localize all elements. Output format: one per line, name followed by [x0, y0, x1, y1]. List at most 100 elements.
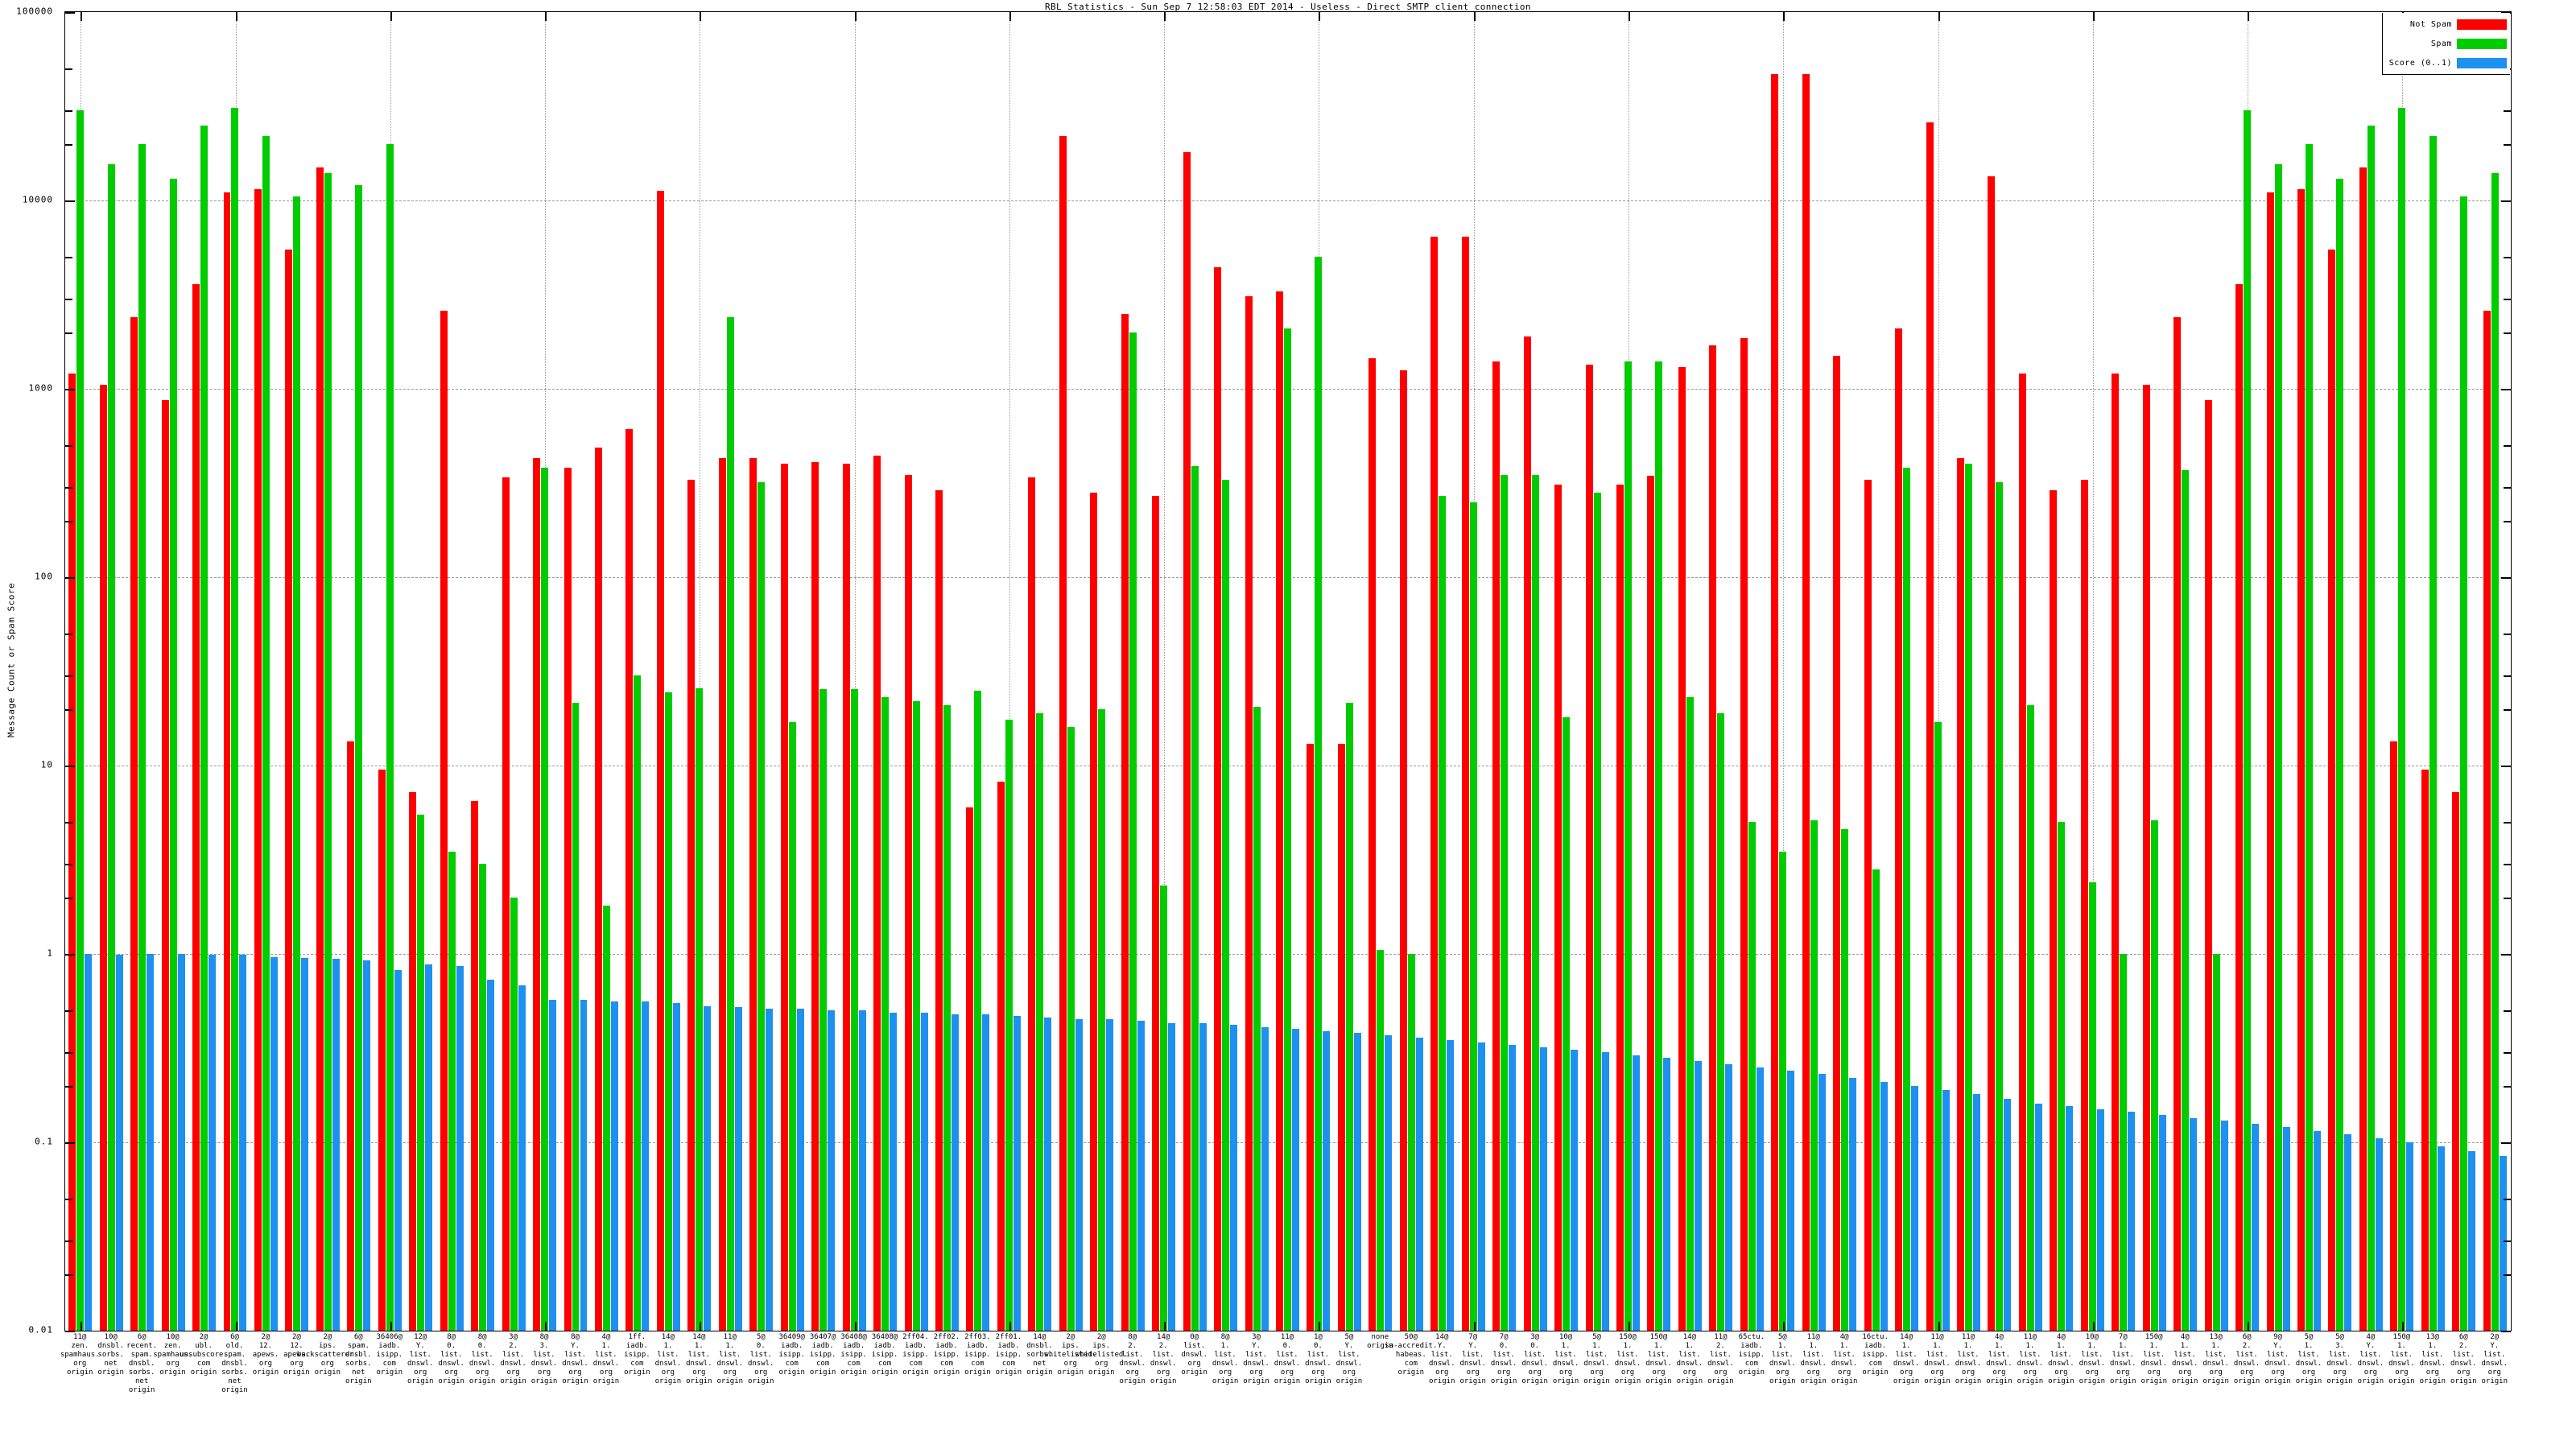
bar-score[interactable]: [85, 954, 93, 1331]
bar-score[interactable]: [2128, 1112, 2136, 1331]
bar-group[interactable]: [2421, 12, 2446, 1331]
bar-score[interactable]: [982, 1013, 990, 1331]
bar-score[interactable]: [1199, 1022, 1207, 1331]
bar-score[interactable]: [1663, 1058, 1671, 1331]
bar-score[interactable]: [734, 1007, 742, 1331]
bar-not-spam[interactable]: [1585, 364, 1593, 1331]
bar-not-spam[interactable]: [130, 317, 138, 1331]
bar-not-spam[interactable]: [1276, 291, 1283, 1331]
bar-spam[interactable]: [1624, 361, 1632, 1331]
bar-spam[interactable]: [1067, 727, 1075, 1331]
bar-group[interactable]: [2452, 12, 2476, 1331]
bar-spam[interactable]: [1407, 954, 1415, 1331]
bar-group[interactable]: [2297, 12, 2322, 1331]
bar-not-spam[interactable]: [904, 474, 912, 1331]
bar-spam[interactable]: [2367, 125, 2375, 1331]
bar-spam[interactable]: [76, 110, 85, 1331]
bar-score[interactable]: [2282, 1127, 2290, 1331]
bar-not-spam[interactable]: [1616, 485, 1624, 1331]
bar-group[interactable]: [2174, 12, 2198, 1331]
bar-group[interactable]: [1214, 12, 1238, 1331]
bar-group[interactable]: [2235, 12, 2260, 1331]
bar-score[interactable]: [1044, 1017, 1052, 1331]
bar-not-spam[interactable]: [2359, 167, 2367, 1331]
bar-score[interactable]: [1694, 1061, 1702, 1331]
bar-score[interactable]: [642, 1001, 650, 1331]
bar-not-spam[interactable]: [223, 192, 231, 1331]
bar-score[interactable]: [1756, 1067, 1764, 1331]
bar-score[interactable]: [858, 1010, 866, 1331]
bar-group[interactable]: [2266, 12, 2291, 1331]
bar-score[interactable]: [1911, 1085, 1919, 1331]
bar-spam[interactable]: [1469, 502, 1477, 1331]
bar-score[interactable]: [1353, 1033, 1361, 1331]
bar-not-spam[interactable]: [1337, 744, 1345, 1331]
bar-not-spam[interactable]: [1090, 493, 1098, 1331]
bar-spam[interactable]: [943, 704, 951, 1331]
bar-spam[interactable]: [1160, 886, 1168, 1331]
bar-spam[interactable]: [479, 864, 487, 1331]
bar-group[interactable]: [842, 12, 867, 1331]
bar-spam[interactable]: [1501, 474, 1509, 1331]
bar-group[interactable]: [1183, 12, 1208, 1331]
bar-score[interactable]: [1415, 1037, 1423, 1331]
bar-score[interactable]: [1447, 1039, 1455, 1331]
bar-spam[interactable]: [2058, 822, 2066, 1331]
bar-spam[interactable]: [355, 185, 363, 1331]
bar-score[interactable]: [301, 958, 309, 1331]
bar-group[interactable]: [1647, 12, 1671, 1331]
bar-score[interactable]: [2034, 1104, 2042, 1331]
bar-not-spam[interactable]: [2483, 310, 2491, 1331]
bar-group[interactable]: [1802, 12, 1827, 1331]
bar-score[interactable]: [1323, 1030, 1331, 1331]
bar-group[interactable]: [656, 12, 681, 1331]
bar-score[interactable]: [2190, 1117, 2198, 1331]
bar-score[interactable]: [239, 955, 247, 1331]
bar-spam[interactable]: [912, 700, 920, 1331]
bar-score[interactable]: [425, 964, 433, 1331]
bar-group[interactable]: [811, 12, 836, 1331]
bar-not-spam[interactable]: [409, 792, 417, 1331]
bar-not-spam[interactable]: [347, 741, 355, 1331]
bar-group[interactable]: [1554, 12, 1579, 1331]
bar-not-spam[interactable]: [1802, 73, 1810, 1331]
bar-not-spam[interactable]: [1430, 237, 1439, 1331]
bar-group[interactable]: [471, 12, 495, 1331]
bar-score[interactable]: [951, 1013, 959, 1331]
bar-group[interactable]: [1090, 12, 1114, 1331]
bar-spam[interactable]: [1345, 703, 1353, 1331]
bar-not-spam[interactable]: [1988, 175, 1996, 1331]
bar-not-spam[interactable]: [316, 167, 324, 1331]
bar-group[interactable]: [873, 12, 898, 1331]
bar-spam[interactable]: [2429, 135, 2437, 1331]
bar-group[interactable]: [285, 12, 309, 1331]
bar-score[interactable]: [2004, 1099, 2012, 1331]
bar-spam[interactable]: [1779, 851, 1787, 1331]
bar-group[interactable]: [1709, 12, 1733, 1331]
bar-not-spam[interactable]: [625, 429, 634, 1331]
bar-not-spam[interactable]: [254, 188, 262, 1331]
bar-group[interactable]: [2359, 12, 2384, 1331]
bar-not-spam[interactable]: [2421, 770, 2429, 1331]
bar-not-spam[interactable]: [1678, 367, 1686, 1331]
bar-not-spam[interactable]: [1647, 476, 1655, 1331]
bar-group[interactable]: [223, 12, 248, 1331]
bar-group[interactable]: [1895, 12, 1919, 1331]
bar-group[interactable]: [2142, 12, 2167, 1331]
bar-not-spam[interactable]: [2297, 188, 2306, 1331]
bar-not-spam[interactable]: [1926, 122, 1934, 1331]
bar-not-spam[interactable]: [2050, 489, 2058, 1331]
bar-spam[interactable]: [1315, 257, 1323, 1331]
bar-not-spam[interactable]: [1214, 267, 1222, 1331]
bar-score[interactable]: [1787, 1071, 1795, 1331]
bar-group[interactable]: [1585, 12, 1610, 1331]
bar-score[interactable]: [2406, 1142, 2414, 1331]
bar-not-spam[interactable]: [285, 249, 293, 1331]
bar-not-spam[interactable]: [1368, 358, 1377, 1331]
bar-score[interactable]: [1818, 1074, 1826, 1331]
bar-spam[interactable]: [974, 690, 982, 1331]
bar-spam[interactable]: [726, 317, 734, 1331]
bar-not-spam[interactable]: [192, 283, 200, 1331]
bar-not-spam[interactable]: [1307, 744, 1315, 1331]
bar-group[interactable]: [440, 12, 464, 1331]
